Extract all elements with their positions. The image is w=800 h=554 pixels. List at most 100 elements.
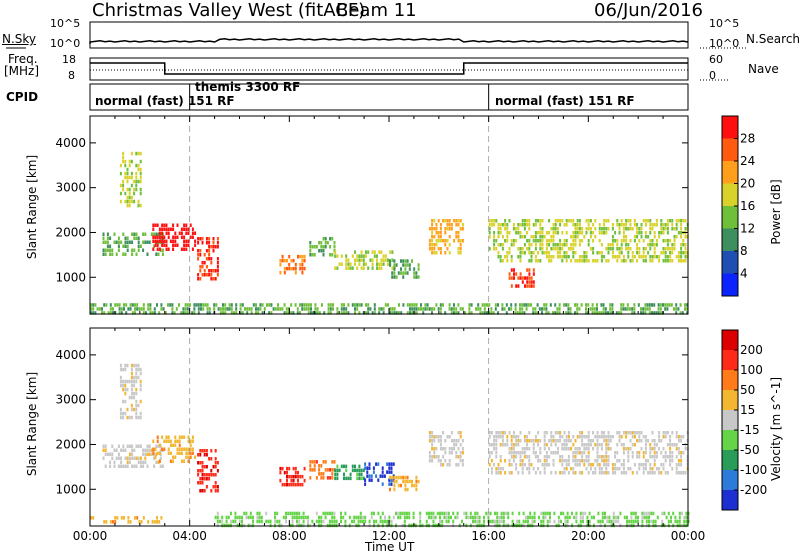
echo-cell — [512, 455, 515, 459]
echo-cell — [315, 460, 318, 464]
echo-cell — [530, 235, 533, 239]
echo-cell — [651, 439, 654, 443]
echo-cell — [625, 431, 628, 435]
echo-cell — [594, 235, 597, 239]
echo-cell — [682, 239, 685, 243]
echo-cell — [120, 460, 123, 464]
echo-cell — [513, 276, 515, 280]
echo-cell — [585, 231, 588, 235]
nsky-label: N.Sky — [2, 32, 37, 46]
echo-cell — [315, 511, 318, 516]
echo-cell — [507, 511, 510, 516]
echo-cell — [457, 247, 460, 251]
echo-cell — [453, 219, 456, 223]
echo-cell — [381, 511, 384, 516]
echo-cell — [562, 511, 565, 516]
echo-cell — [343, 303, 345, 307]
echo-cell — [648, 303, 651, 307]
echo-cell — [185, 227, 188, 231]
echo-cell — [631, 251, 634, 255]
echo-cell — [380, 262, 383, 266]
echo-cell — [645, 523, 648, 528]
echo-cell — [680, 451, 683, 455]
echo-cell — [567, 307, 570, 311]
echo-cell — [103, 520, 106, 524]
echo-cell — [316, 307, 319, 311]
echo-cell — [565, 439, 568, 443]
echo-cell — [530, 276, 533, 280]
echo-cell — [661, 519, 664, 524]
echo-cell — [135, 375, 138, 380]
echo-cell — [534, 311, 537, 315]
echo-cell — [488, 235, 491, 239]
echo-cell — [373, 523, 375, 528]
echo-cell — [239, 307, 242, 311]
echo-cell — [504, 431, 507, 435]
echo-cell — [644, 231, 647, 235]
echo-cell — [543, 435, 546, 439]
echo-cell — [112, 307, 114, 311]
echo-cell — [195, 303, 198, 307]
echo-cell — [176, 223, 179, 227]
echo-cell — [572, 219, 575, 223]
echo-cell — [605, 471, 608, 475]
echo-cell — [336, 254, 339, 258]
echo-cell — [442, 455, 445, 459]
echo-cell — [428, 511, 430, 516]
echo-cell — [560, 519, 562, 524]
echo-cell — [652, 511, 655, 516]
echo-cell — [539, 247, 542, 251]
echo-cell — [236, 523, 239, 528]
echo-cell — [684, 255, 687, 259]
echo-cell — [96, 307, 99, 311]
echo-cell — [356, 303, 359, 307]
echo-cell — [167, 247, 170, 251]
echo-cell — [119, 415, 122, 420]
echo-cell — [408, 511, 411, 516]
echo-cell — [608, 515, 611, 520]
echo-cell — [180, 247, 183, 251]
echo-cell — [685, 523, 688, 528]
echo-cell — [382, 311, 385, 315]
echo-cell — [135, 367, 138, 372]
echo-cell — [124, 391, 127, 396]
echo-cell — [154, 239, 157, 243]
echo-cell — [131, 303, 134, 307]
echo-cell — [194, 243, 197, 247]
echo-cell — [605, 459, 608, 463]
colorbar-segment — [722, 490, 738, 510]
echo-cell — [655, 223, 658, 227]
echo-cell — [154, 243, 157, 247]
echo-cell — [653, 459, 656, 463]
echo-cell — [345, 258, 348, 262]
echo-cell — [677, 459, 680, 463]
echo-cell — [682, 219, 685, 223]
echo-cell — [526, 223, 529, 227]
echo-cell — [134, 311, 136, 315]
echo-cell — [109, 311, 112, 315]
echo-cell — [191, 235, 194, 239]
echo-cell — [508, 463, 511, 467]
echo-cell — [510, 284, 513, 288]
echo-cell — [203, 261, 206, 265]
echo-cell — [391, 275, 394, 279]
echo-cell — [588, 523, 591, 528]
echo-cell — [513, 272, 515, 276]
echo-cell — [530, 255, 533, 259]
echo-cell — [111, 252, 114, 256]
echo-cell — [289, 511, 292, 516]
echo-cell — [439, 459, 442, 463]
echo-cell — [450, 311, 453, 315]
echo-cell — [360, 468, 363, 473]
echo-cell — [138, 307, 141, 311]
echo-cell — [673, 239, 676, 243]
echo-cell — [592, 471, 595, 475]
echo-cell — [299, 311, 301, 315]
echo-cell — [380, 250, 383, 254]
echo-cell — [661, 511, 664, 516]
colorbar-tick-label: 12 — [740, 222, 755, 236]
echo-cell — [567, 455, 570, 459]
echo-cell — [326, 511, 329, 516]
echo-cell — [349, 472, 352, 477]
echo-cell — [660, 231, 663, 235]
